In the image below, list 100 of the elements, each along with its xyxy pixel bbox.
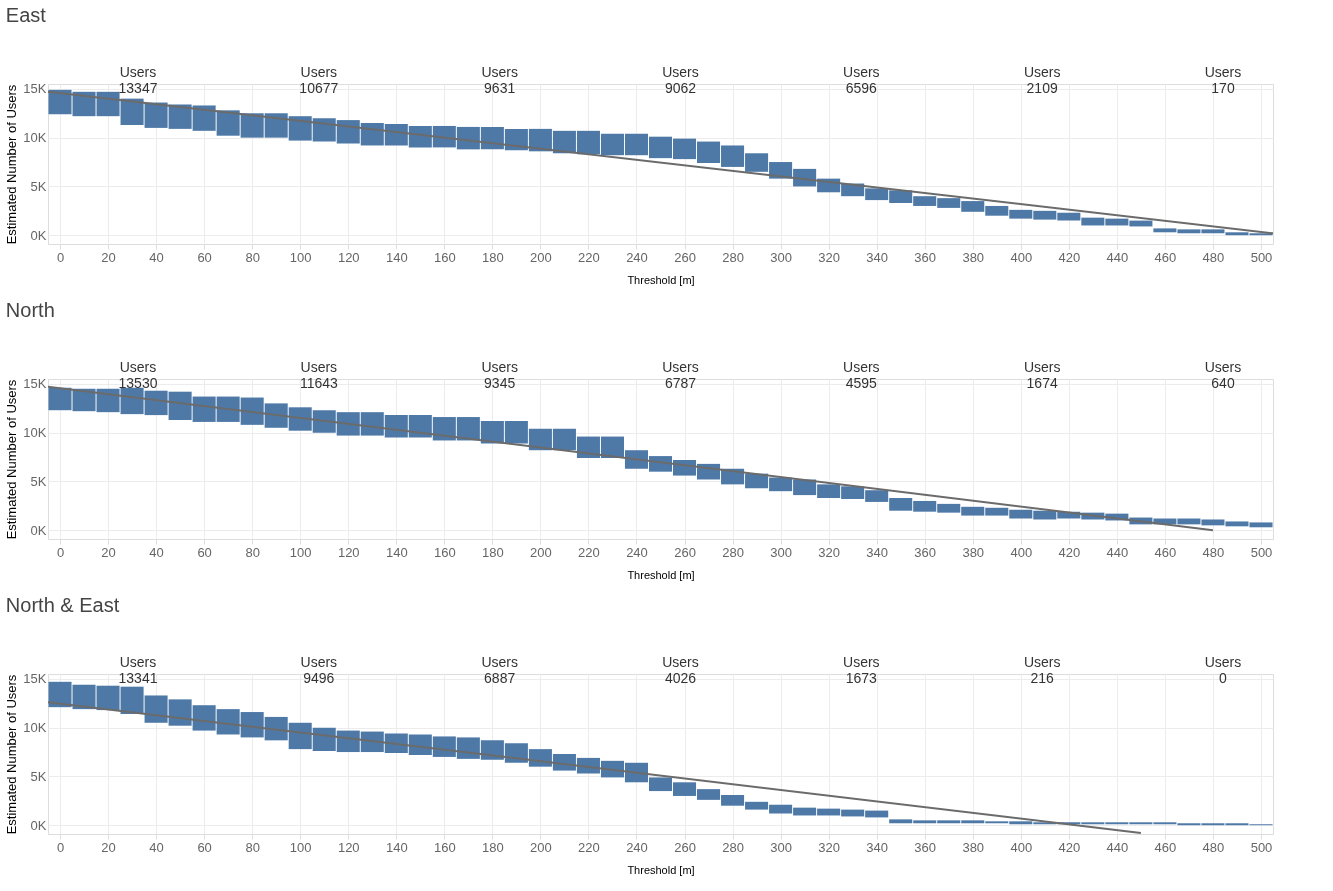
annotation: Users 9062 bbox=[662, 64, 699, 96]
x-tick-label: 100 bbox=[289, 544, 312, 560]
x-tick-label: 440 bbox=[1106, 839, 1129, 855]
x-tick-label: 420 bbox=[1058, 839, 1081, 855]
x-tick-label: 20 bbox=[101, 249, 116, 265]
x-axis-title: Threshold [m] bbox=[627, 273, 695, 286]
x-tick-label: 180 bbox=[482, 544, 504, 560]
y-tick-label: 10K bbox=[23, 720, 47, 736]
x-tick-label: 260 bbox=[674, 544, 696, 560]
x-tick-label: 440 bbox=[1106, 544, 1129, 560]
annotation: Users 4595 bbox=[843, 359, 880, 391]
y-tick-label: 0K bbox=[30, 522, 47, 538]
x-axis-title: Threshold [m] bbox=[627, 568, 695, 581]
annotation: Users 1674 bbox=[1023, 359, 1061, 391]
y-axis-title: Estimated Number of Users bbox=[4, 84, 20, 245]
x-tick-label: 480 bbox=[1202, 544, 1225, 560]
x-tick-label: 400 bbox=[1010, 249, 1033, 265]
x-tick-label: 380 bbox=[962, 544, 985, 560]
x-tick-label: 80 bbox=[245, 249, 260, 265]
x-tick-label: 280 bbox=[722, 544, 744, 560]
x-tick-label: 60 bbox=[197, 544, 212, 560]
y-tick-label: 10K bbox=[23, 130, 47, 146]
x-tick-label: 200 bbox=[530, 249, 552, 265]
x-tick-label: 300 bbox=[770, 544, 792, 560]
annotation: Users 170 bbox=[1204, 64, 1242, 96]
y-axis-title: Estimated Number of Users bbox=[4, 379, 20, 540]
x-tick-label: 300 bbox=[770, 249, 792, 265]
x-tick-label: 220 bbox=[578, 249, 600, 265]
x-tick-label: 260 bbox=[674, 249, 696, 265]
y-tick-label: 5K bbox=[30, 768, 47, 784]
x-tick-label: 200 bbox=[530, 839, 552, 855]
x-tick-label: 440 bbox=[1106, 249, 1129, 265]
x-tick-label: 20 bbox=[101, 544, 116, 560]
x-tick-label: 400 bbox=[1010, 544, 1033, 560]
x-tick-label: 100 bbox=[289, 839, 312, 855]
x-tick-label: 60 bbox=[197, 249, 212, 265]
x-tick-label: 160 bbox=[433, 544, 456, 560]
x-tick-label: 120 bbox=[337, 839, 360, 855]
x-tick-label: 320 bbox=[818, 249, 840, 265]
annotation: Users 1673 bbox=[843, 654, 880, 686]
x-tick-label: 60 bbox=[197, 839, 212, 855]
chart-title: East bbox=[5, 4, 47, 26]
x-tick-label: 40 bbox=[149, 249, 164, 265]
chart-title: North & East bbox=[5, 594, 120, 616]
x-tick-label: 0 bbox=[56, 839, 65, 855]
x-tick-label: 140 bbox=[385, 544, 408, 560]
x-tick-label: 500 bbox=[1250, 249, 1273, 265]
annotation: Users 0 bbox=[1204, 654, 1242, 686]
annotation: Users 13530 bbox=[118, 359, 158, 391]
x-tick-label: 340 bbox=[866, 544, 889, 560]
x-tick-label: 260 bbox=[674, 839, 696, 855]
x-tick-label: 280 bbox=[722, 249, 744, 265]
x-tick-label: 180 bbox=[482, 249, 504, 265]
x-tick-label: 280 bbox=[722, 839, 744, 855]
x-tick-label: 480 bbox=[1202, 249, 1225, 265]
y-tick-label: 5K bbox=[30, 473, 47, 489]
annotation: Users 9345 bbox=[481, 359, 518, 391]
y-tick-label: 5K bbox=[30, 178, 47, 194]
annotation: Users 10677 bbox=[299, 64, 339, 96]
annotation: Users 13347 bbox=[118, 64, 158, 96]
y-axis-title: Estimated Number of Users bbox=[4, 674, 20, 835]
annotation: Users 6787 bbox=[662, 359, 699, 391]
x-tick-label: 420 bbox=[1058, 249, 1081, 265]
x-tick-label: 120 bbox=[337, 544, 360, 560]
annotation: Users 13341 bbox=[118, 654, 158, 686]
annotation: Users 2109 bbox=[1023, 64, 1061, 96]
x-tick-label: 420 bbox=[1058, 544, 1081, 560]
x-tick-label: 140 bbox=[385, 839, 408, 855]
x-tick-label: 0 bbox=[56, 544, 65, 560]
annotation: Users 9496 bbox=[300, 654, 338, 686]
x-tick-label: 240 bbox=[626, 839, 648, 855]
x-tick-label: 360 bbox=[914, 544, 937, 560]
x-tick-label: 40 bbox=[149, 544, 164, 560]
chart-title: North bbox=[5, 299, 55, 321]
x-tick-label: 380 bbox=[962, 839, 985, 855]
x-tick-label: 240 bbox=[626, 544, 648, 560]
y-tick-label: 15K bbox=[23, 81, 47, 97]
y-tick-label: 15K bbox=[23, 671, 47, 687]
x-tick-label: 0 bbox=[56, 249, 65, 265]
x-tick-label: 180 bbox=[482, 839, 504, 855]
annotation: Users 6596 bbox=[843, 64, 880, 96]
x-tick-label: 320 bbox=[818, 544, 840, 560]
annotation: Users 640 bbox=[1204, 359, 1242, 391]
x-axis-title: Threshold [m] bbox=[627, 863, 695, 876]
y-tick-label: 0K bbox=[30, 227, 47, 243]
x-tick-label: 20 bbox=[101, 839, 116, 855]
annotation: Users 11643 bbox=[299, 359, 338, 391]
x-tick-label: 160 bbox=[433, 839, 456, 855]
x-tick-label: 240 bbox=[626, 249, 648, 265]
x-tick-label: 200 bbox=[530, 544, 552, 560]
x-tick-label: 320 bbox=[818, 839, 840, 855]
x-tick-label: 380 bbox=[962, 249, 985, 265]
x-tick-label: 460 bbox=[1154, 544, 1177, 560]
x-tick-label: 220 bbox=[578, 839, 600, 855]
annotation: Users 216 bbox=[1023, 654, 1061, 686]
x-tick-label: 360 bbox=[914, 839, 937, 855]
x-tick-label: 480 bbox=[1202, 839, 1225, 855]
x-tick-label: 460 bbox=[1154, 249, 1177, 265]
y-tick-label: 10K bbox=[23, 425, 47, 441]
x-tick-label: 100 bbox=[289, 249, 312, 265]
